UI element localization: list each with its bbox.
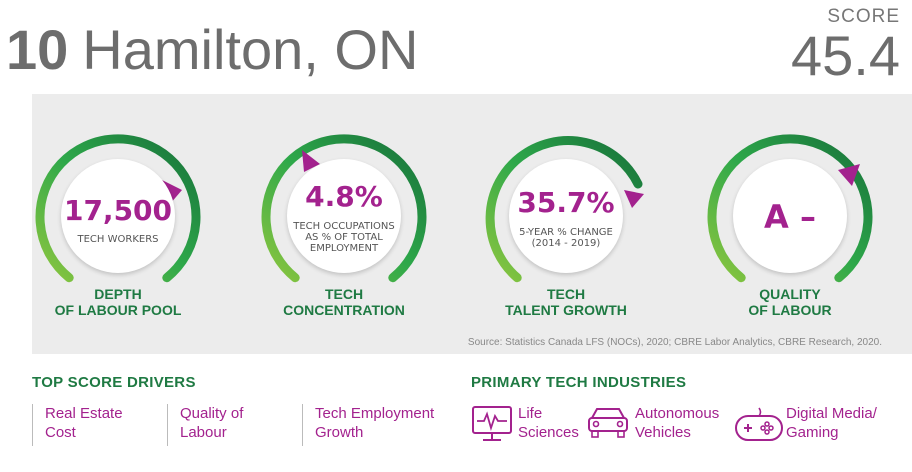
metric-sub-line: AS % OF TOTAL — [305, 232, 383, 243]
driver-item: Tech Employment Growth — [302, 404, 434, 446]
industry-item: Digital Media/ Gaming — [786, 404, 877, 442]
gauge-arc — [261, 134, 427, 283]
metric-label: QUALITY OF LABOUR — [684, 286, 896, 318]
gauge-center — [733, 159, 847, 273]
metric-value: A – — [764, 198, 816, 236]
monitor-heartbeat-icon — [472, 406, 512, 441]
metric-sub: TECH WORKERS — [32, 234, 204, 245]
gauge-tech-concentration: 4.8% TECH OCCUPATIONS AS % OF TOTAL EMPL… — [258, 94, 430, 324]
metric-value: 35.7% — [517, 186, 615, 219]
gauge-center — [61, 159, 175, 273]
score-value: 45.4 — [791, 24, 900, 87]
gauge-depth-of-labour-pool: 17,500 TECH WORKERS DEPTH OF LABOUR POOL — [32, 94, 204, 324]
driver-line: Labour — [180, 424, 227, 441]
driver-line: Growth — [315, 424, 364, 441]
metric-sub-line: 5-YEAR % CHANGE — [519, 227, 613, 238]
gauge-marker-icon — [302, 150, 320, 172]
metric-sub-line: (2014 - 2019) — [531, 238, 601, 249]
gauge-center — [509, 159, 623, 273]
driver-line: Cost — [45, 424, 76, 441]
driver-line: Real Estate — [45, 405, 123, 422]
gauge-quality-of-labour: A – QUALITY OF LABOUR — [704, 94, 876, 324]
industry-line: Autonomous — [635, 405, 720, 422]
gauge-marker-icon — [624, 190, 644, 208]
metric-label-line: DEPTH — [94, 286, 142, 302]
metric-label-line: OF LABOUR — [748, 302, 832, 318]
page-title: 10 Hamilton, ON — [6, 22, 418, 78]
metric-value: 4.8% — [305, 180, 383, 213]
metric-label: DEPTH OF LABOUR POOL — [12, 286, 224, 318]
metric-value: 17,500 — [63, 194, 173, 227]
gauge-arc — [35, 134, 201, 283]
metric-label-line: OF LABOUR POOL — [54, 302, 182, 318]
industries-title: PRIMARY TECH INDUSTRIES — [471, 374, 687, 391]
metrics-panel: 17,500 TECH WORKERS DEPTH OF LABOUR POOL… — [32, 94, 912, 354]
gauge-arc — [485, 136, 643, 283]
metric-label: TECH CONCENTRATION — [238, 286, 450, 318]
metric-label-line: QUALITY — [759, 286, 821, 302]
driver-line: Tech Employment — [315, 405, 435, 422]
metric-sub: 5-YEAR % CHANGE (2014 - 2019) — [480, 227, 652, 249]
city-name: Hamilton, ON — [82, 18, 419, 81]
rank-number: 10 — [6, 18, 69, 81]
metric-label-line: CONCENTRATION — [283, 302, 405, 318]
source-note: Source: Statistics Canada LFS (NOCs), 20… — [467, 337, 882, 348]
industry-item: Autonomous Vehicles — [635, 404, 719, 442]
metric-label-line: TECH — [324, 286, 364, 302]
gamepad-icon — [735, 407, 783, 441]
metric-label-line: TECH — [546, 286, 586, 302]
score-label: SCORE — [827, 6, 900, 27]
metric-label: TECH TALENT GROWTH — [460, 286, 672, 318]
metric-sub-line: EMPLOYMENT — [309, 243, 379, 254]
driver-item: Quality of Labour — [167, 404, 243, 446]
gauge-arc — [707, 134, 873, 283]
drivers-title: TOP SCORE DRIVERS — [32, 374, 196, 391]
metric-sub-line: TECH WORKERS — [77, 234, 159, 245]
gauge-ring-3 — [485, 136, 644, 283]
gauge-ring-4 — [707, 134, 873, 283]
industry-item: Life Sciences — [518, 404, 579, 442]
gauge-ring-2 — [261, 134, 427, 283]
metric-sub-line: TECH OCCUPATIONS — [293, 221, 395, 232]
car-icon — [588, 408, 628, 438]
industry-line: Sciences — [518, 424, 579, 441]
gauge-center — [287, 159, 401, 273]
industry-line: Vehicles — [635, 424, 691, 441]
gauge-tech-talent-growth: 35.7% 5-YEAR % CHANGE (2014 - 2019) TECH… — [480, 94, 652, 324]
driver-line: Quality of — [180, 405, 244, 422]
industry-line: Life — [518, 405, 543, 422]
gauge-marker-icon — [838, 164, 860, 186]
industry-line: Digital Media/ — [786, 405, 877, 422]
driver-item: Real Estate Cost — [32, 404, 123, 446]
metric-label-line: TALENT GROWTH — [505, 302, 627, 318]
industry-line: Gaming — [786, 424, 839, 441]
metric-sub: TECH OCCUPATIONS AS % OF TOTAL EMPLOYMEN… — [258, 221, 430, 254]
